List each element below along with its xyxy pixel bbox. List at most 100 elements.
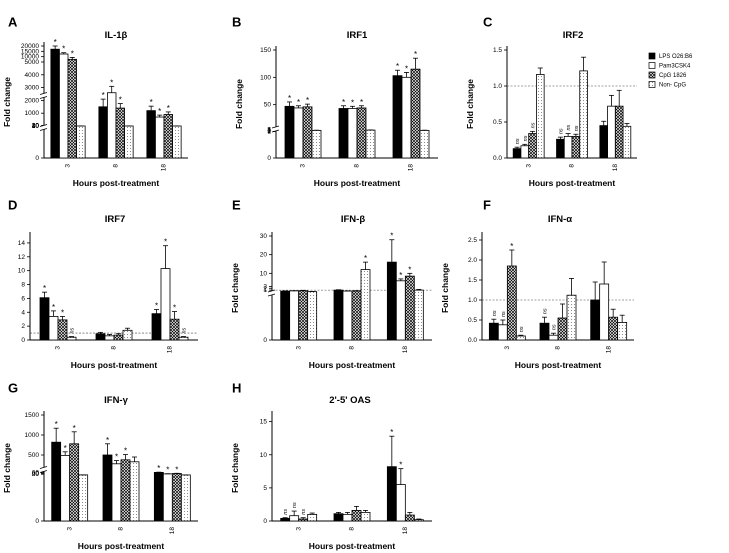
x-tick-label: 3 bbox=[300, 164, 307, 168]
bar bbox=[69, 443, 80, 522]
axis-break-gap bbox=[269, 291, 275, 295]
significance-star: * bbox=[408, 265, 411, 274]
bar bbox=[48, 316, 59, 341]
y-tick-label: 1 bbox=[267, 128, 271, 135]
bar bbox=[160, 268, 171, 341]
bar bbox=[102, 454, 113, 522]
significance-star: * bbox=[351, 98, 354, 107]
bar bbox=[401, 76, 412, 159]
x-axis-label: Hours post-treatment bbox=[73, 178, 160, 188]
axis-break-mark bbox=[39, 92, 48, 95]
bar bbox=[571, 135, 581, 159]
significance-star: * bbox=[405, 64, 408, 73]
bar bbox=[146, 110, 156, 159]
significance-star: * bbox=[510, 242, 513, 251]
legend-entry: Non- CpG bbox=[659, 83, 686, 89]
bar bbox=[98, 106, 108, 159]
y-tick-label: 15 bbox=[260, 419, 268, 426]
panel-F: F IFN-α 0.0 0.5 1.0 1.5 2.0 2.5 Fold change Hours… bbox=[440, 198, 634, 370]
x-axis-label: Hours post-treatment bbox=[529, 178, 616, 188]
legend-swatch bbox=[648, 62, 656, 69]
bar bbox=[360, 511, 371, 522]
panel-letter: B bbox=[232, 15, 241, 30]
significance-star: * bbox=[297, 98, 300, 107]
legend-swatch bbox=[648, 52, 656, 60]
significance-star: * bbox=[119, 96, 122, 105]
bar bbox=[289, 290, 300, 341]
x-tick-label: 3 bbox=[295, 346, 302, 350]
y-tick-label: 5000 bbox=[25, 59, 40, 66]
panel-title: IL-1β bbox=[105, 30, 128, 41]
bar bbox=[506, 265, 517, 341]
bar bbox=[579, 70, 588, 159]
bar bbox=[280, 290, 291, 341]
bar bbox=[151, 313, 162, 341]
x-tick-label: 18 bbox=[605, 346, 612, 354]
bar bbox=[284, 105, 295, 159]
x-tick-label: 8 bbox=[111, 346, 118, 350]
axis-break-mark bbox=[39, 128, 48, 131]
significance-star: * bbox=[414, 50, 417, 59]
panel-title: IRF1 bbox=[347, 30, 368, 41]
y-axis-label: Fold change bbox=[230, 263, 240, 313]
y-tick-label: 4 bbox=[21, 309, 25, 316]
y-tick-label: 30 bbox=[260, 233, 268, 240]
x-tick-label: 3 bbox=[66, 527, 73, 531]
significance-star: * bbox=[64, 444, 67, 453]
significance-star: * bbox=[124, 447, 127, 456]
bar bbox=[111, 463, 122, 522]
x-axis-label: Hours post-treatment bbox=[309, 541, 396, 551]
panel-title: 2'-5' OAS bbox=[329, 395, 370, 406]
bar bbox=[178, 336, 189, 341]
x-tick-label: 8 bbox=[569, 164, 576, 168]
bar bbox=[113, 334, 124, 341]
y-tick-label: 1.0 bbox=[493, 83, 502, 90]
bar bbox=[107, 92, 117, 159]
significance-ns: ns bbox=[283, 509, 289, 515]
y-tick-label: 10 bbox=[18, 268, 26, 275]
significance-star: * bbox=[360, 98, 363, 107]
significance-ns: ns bbox=[501, 311, 507, 317]
bar bbox=[590, 299, 601, 341]
bar bbox=[488, 322, 499, 341]
y-tick-label: 0 bbox=[263, 518, 267, 525]
panel-letter: A bbox=[8, 15, 18, 30]
bar bbox=[356, 107, 367, 159]
panel-C: C IRF2 0.0 0.5 1.0 1.5 Fold change Hours post-t… bbox=[465, 15, 637, 188]
y-tick-label: 100 bbox=[260, 74, 271, 81]
y-axis-label: Fold change bbox=[2, 443, 12, 493]
legend-entry: Pam3CSK4 bbox=[659, 64, 691, 70]
legend-entry: CpG 1826 bbox=[659, 73, 687, 79]
y-tick-label: 0 bbox=[35, 155, 39, 162]
panel-H: H 2'-5' OAS 0 5 10 15 Fold change Hours post-tr… bbox=[230, 381, 432, 551]
y-tick-label: 60 bbox=[32, 470, 40, 477]
axis-break-mark bbox=[39, 466, 48, 469]
bar bbox=[515, 335, 526, 341]
x-tick-label: 3 bbox=[525, 164, 532, 168]
significance-star: * bbox=[115, 453, 118, 462]
bar bbox=[342, 513, 353, 522]
significance-ns: ns bbox=[70, 327, 76, 333]
y-tick-label: 20 bbox=[260, 252, 268, 259]
significance-ns: ns bbox=[558, 128, 564, 134]
bar bbox=[39, 297, 50, 341]
significance-ns: ns bbox=[566, 124, 572, 130]
x-tick-label: 8 bbox=[118, 527, 125, 531]
bar bbox=[122, 329, 133, 341]
y-tick-label: 2.0 bbox=[468, 257, 477, 264]
significance-ns: ns bbox=[182, 327, 188, 333]
bar bbox=[622, 125, 632, 159]
y-tick-label: 0 bbox=[267, 155, 271, 162]
x-axis-label: Hours post-treatment bbox=[314, 178, 401, 188]
bar bbox=[124, 125, 134, 159]
bar bbox=[51, 441, 62, 522]
y-tick-label: 500 bbox=[28, 452, 39, 459]
x-axis-label: Hours post-treatment bbox=[515, 360, 602, 370]
y-axis-label: Fold change bbox=[230, 443, 240, 493]
y-tick-label: 10000 bbox=[21, 54, 39, 61]
x-tick-label: 18 bbox=[402, 527, 409, 535]
bar bbox=[404, 275, 415, 341]
panel-title: IRF2 bbox=[563, 30, 584, 41]
